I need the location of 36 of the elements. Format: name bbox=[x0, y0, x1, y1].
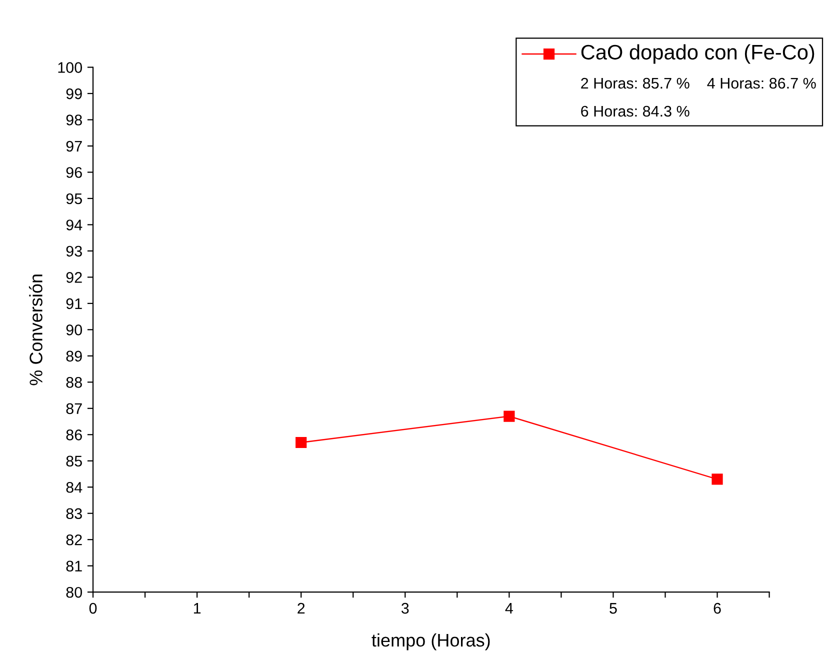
y-tick-label: 82 bbox=[66, 534, 82, 546]
y-tick-label: 81 bbox=[66, 560, 82, 572]
x-tick-label: 2 bbox=[298, 602, 305, 614]
y-tick-label: 93 bbox=[66, 246, 82, 257]
y-tick-label: 99 bbox=[66, 88, 82, 100]
y-axis-title: % Conversión bbox=[28, 274, 42, 386]
annotation: 6 Horas: 84.3 % bbox=[581, 106, 690, 117]
x-tick-label: 4 bbox=[505, 603, 513, 614]
point bbox=[712, 474, 723, 485]
y-tick-label: 100 bbox=[58, 62, 82, 73]
y-tick-label: 84 bbox=[66, 482, 82, 493]
y-tick-label: 80 bbox=[66, 586, 82, 598]
y-tick-label: 85 bbox=[66, 456, 82, 467]
x-tick-label: 0 bbox=[89, 602, 97, 614]
legend-label: CaO dopado con (Fe-Co) bbox=[581, 44, 814, 64]
point bbox=[296, 436, 307, 448]
y-tick-label: 89 bbox=[66, 350, 82, 362]
y-tick-label: 86 bbox=[66, 430, 82, 440]
y-tick-label: 94 bbox=[66, 220, 82, 230]
x-axis-title: tiempo (Horas) bbox=[372, 633, 490, 650]
x-tick-label: 1 bbox=[194, 603, 201, 614]
y-tick-label: 90 bbox=[66, 324, 82, 336]
y-tick-label: 88 bbox=[66, 377, 82, 388]
y-tick-label: 95 bbox=[66, 193, 82, 204]
y-tick-label: 83 bbox=[66, 508, 82, 520]
x-tick-label: 5 bbox=[610, 603, 617, 614]
point bbox=[504, 410, 515, 422]
y-tick-label: 91 bbox=[66, 298, 82, 310]
y-tick-label: 97 bbox=[66, 140, 82, 152]
y-tick-label: 96 bbox=[66, 167, 82, 178]
y-tick-label: 87 bbox=[66, 403, 82, 414]
x-tick-label: 6 bbox=[714, 602, 721, 614]
y-tick-label: 92 bbox=[66, 272, 82, 283]
x-tick-label: 3 bbox=[401, 602, 409, 614]
annotation: 2 Horas: 85.7 % 4 Horas: 86.7 % bbox=[581, 78, 816, 89]
y-tick-label: 98 bbox=[66, 114, 82, 126]
